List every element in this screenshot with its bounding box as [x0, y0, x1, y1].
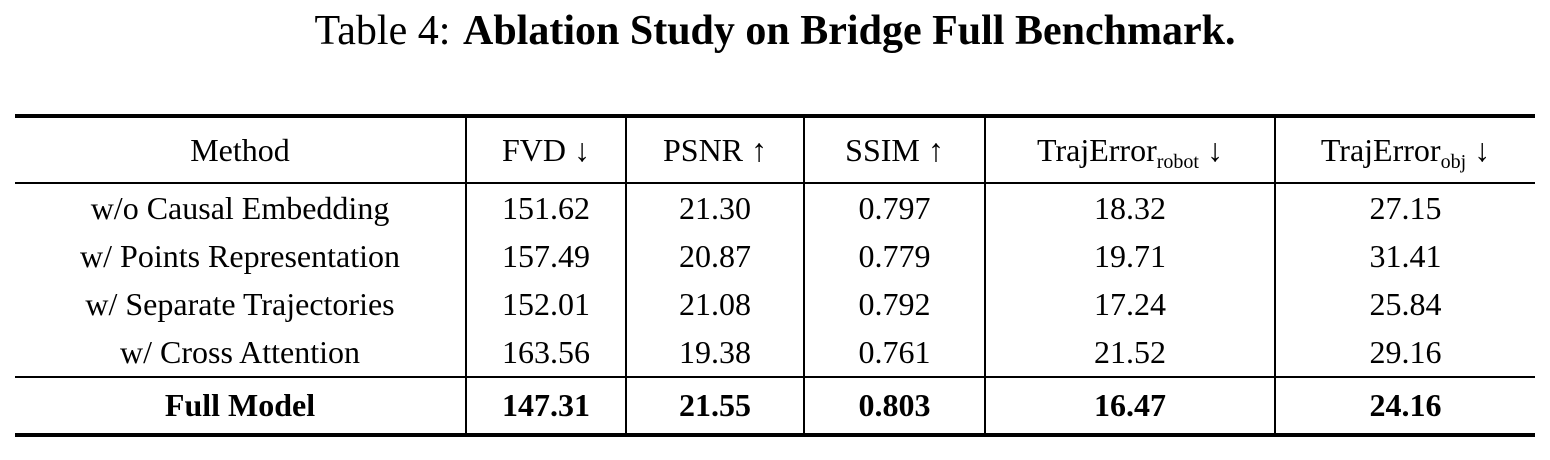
fvd-cell: 163.56 [465, 328, 625, 377]
down-arrow-icon: ↓ [1206, 131, 1223, 168]
psnr-cell: 19.38 [625, 328, 803, 377]
method-cell: w/ Points Representation [80, 237, 400, 274]
header-trajerror-robot-label: TrajError [1037, 131, 1157, 168]
psnr-cell: 21.55 [625, 378, 803, 434]
fvd-cell: 151.62 [465, 184, 625, 233]
header-fvd-label: FVD [501, 131, 566, 168]
header-trajerror-obj-label: TrajError [1320, 131, 1441, 168]
ssim-cell: 0.803 [803, 378, 984, 434]
table-row: w/ Points Representation 157.49 20.87 0.… [15, 232, 1535, 281]
header-cell-method: Method [15, 118, 465, 182]
ablation-table: Method FVD ↓ PSNR ↑ SSIM ↑ TrajError rob… [15, 114, 1535, 438]
trajerror-obj-cell: 31.41 [1274, 232, 1535, 281]
psnr-cell: 21.08 [625, 280, 803, 329]
trajerror-robot-cell: 19.71 [984, 232, 1274, 281]
trajerror-obj-cell: 25.84 [1274, 280, 1535, 329]
header-ssim-label: SSIM [845, 131, 920, 168]
down-arrow-icon: ↓ [574, 131, 590, 168]
trajerror-robot-cell: 16.47 [984, 378, 1274, 434]
header-method-label: Method [190, 131, 290, 168]
ssim-cell: 0.761 [803, 328, 984, 377]
header-cell-psnr: PSNR ↑ [625, 118, 803, 183]
trajerror-obj-cell: 27.15 [1274, 184, 1535, 233]
bottom-rule [15, 433, 1535, 438]
psnr-cell: 21.30 [625, 184, 803, 233]
method-cell: w/ Separate Trajectories [85, 285, 395, 322]
header-trajerror-obj-subscript: obj [1440, 151, 1467, 174]
up-arrow-icon: ↑ [751, 131, 768, 168]
header-cell-trajerror-obj: TrajError obj ↓ [1274, 118, 1535, 183]
ssim-cell: 0.792 [803, 280, 984, 329]
trajerror-robot-cell: 17.24 [984, 280, 1274, 329]
up-arrow-icon: ↑ [927, 131, 944, 168]
header-cell-ssim: SSIM ↑ [803, 118, 984, 183]
method-cell: w/o Causal Embedding [90, 189, 390, 226]
header-psnr-label: PSNR [662, 131, 744, 168]
fvd-cell: 147.31 [465, 378, 625, 434]
full-model-row: Full Model 147.31 21.55 0.803 16.47 24.1… [15, 378, 1535, 434]
caption-prefix: Table 4: [314, 8, 451, 54]
psnr-cell: 20.87 [625, 232, 803, 281]
trajerror-obj-cell: 24.16 [1274, 378, 1535, 434]
fvd-cell: 152.01 [465, 280, 625, 329]
method-cell: Full Model [164, 387, 316, 424]
fvd-cell: 157.49 [465, 232, 625, 281]
table-body: w/o Causal Embedding 151.62 21.30 0.797 … [15, 184, 1535, 377]
caption-title: Ablation Study on Bridge Full Benchmark. [462, 8, 1236, 54]
header-row: Method FVD ↓ PSNR ↑ SSIM ↑ TrajError rob… [15, 118, 1535, 183]
footer-rule [15, 376, 1535, 379]
ssim-cell: 0.779 [803, 232, 984, 281]
trajerror-robot-cell: 18.32 [984, 184, 1274, 233]
table-row: w/ Cross Attention 163.56 19.38 0.761 21… [15, 328, 1535, 377]
table-row: w/ Separate Trajectories 152.01 21.08 0.… [15, 280, 1535, 329]
down-arrow-icon: ↓ [1474, 131, 1491, 168]
trajerror-robot-cell: 21.52 [984, 328, 1274, 377]
method-cell: w/ Cross Attention [119, 333, 360, 370]
table-caption: Table 4: Ablation Study on Bridge Full Be… [0, 6, 1550, 56]
header-trajerror-robot-subscript: robot [1156, 151, 1199, 174]
header-cell-fvd: FVD ↓ [465, 118, 625, 183]
trajerror-obj-cell: 29.16 [1274, 328, 1535, 377]
header-cell-trajerror-robot: TrajError robot ↓ [984, 118, 1274, 183]
header-rule [15, 182, 1535, 185]
top-rule [15, 114, 1535, 119]
ssim-cell: 0.797 [803, 184, 984, 233]
table-row: w/o Causal Embedding 151.62 21.30 0.797 … [15, 184, 1535, 233]
